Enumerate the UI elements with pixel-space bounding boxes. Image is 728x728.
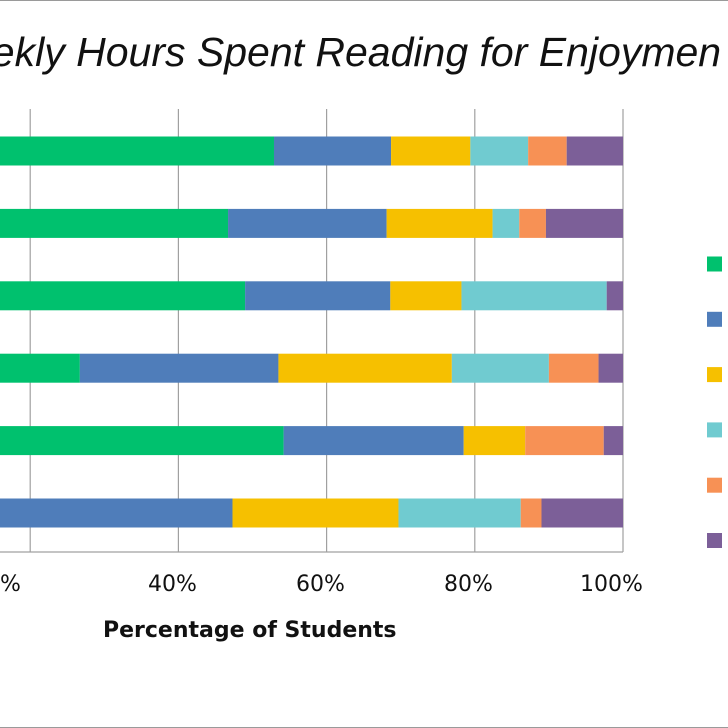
- bar-segment-row1-series1: [0, 136, 274, 166]
- bar-segment-row4-series4: [451, 353, 549, 383]
- bar-segment-row5-series5: [525, 426, 604, 456]
- stacked-bars: [0, 136, 623, 528]
- bar-segment-row4-series6: [598, 353, 623, 383]
- bar-segment-row2-series1: [0, 208, 229, 238]
- legend-swatch-5: [707, 477, 722, 493]
- bar-segment-row1-series4: [470, 136, 529, 166]
- bar-segment-row2-series6: [545, 208, 623, 238]
- bar-segment-row1-series2: [273, 136, 392, 166]
- bar-segment-row4-series2: [79, 353, 279, 383]
- legend: [707, 256, 722, 548]
- x-tick-label-100: 100%: [580, 572, 643, 597]
- bar-segment-row3-series3: [390, 281, 462, 311]
- bar-segment-row3-series4: [461, 281, 607, 311]
- bar-segment-row6-series4: [398, 498, 521, 528]
- legend-swatch-4: [707, 422, 722, 438]
- bar-segment-row3-series2: [245, 281, 391, 311]
- bar-segment-row6-series3: [232, 498, 399, 528]
- bar-segment-row2-series5: [519, 208, 546, 238]
- x-axis-title: Percentage of Students: [103, 618, 397, 643]
- legend-swatch-6: [707, 533, 722, 548]
- gridlines: [0, 109, 624, 553]
- bar-segment-row1-series5: [528, 136, 567, 166]
- legend-swatch-3: [707, 367, 722, 383]
- chart-title: eekly Hours Spent Reading for Enjoymen: [0, 29, 722, 75]
- x-tick-label-20: 20%: [0, 572, 21, 597]
- bar-segment-row2-series4: [492, 208, 520, 238]
- legend-swatch-2: [707, 311, 722, 327]
- bar-segment-row3-series6: [606, 281, 623, 311]
- bar-segment-row1-series3: [391, 136, 471, 166]
- bar-segment-row4-series1: [0, 353, 80, 383]
- bar-segment-row5-series6: [603, 426, 623, 456]
- x-tick-label-60: 60%: [296, 572, 345, 597]
- bar-segment-row2-series2: [228, 208, 387, 238]
- x-tick-label-40: 40%: [148, 572, 197, 597]
- bar-segment-row6-series2: [0, 498, 233, 528]
- bar-segment-row4-series5: [548, 353, 599, 383]
- bar-segment-row2-series3: [386, 208, 493, 238]
- bar-segment-row4-series3: [278, 353, 452, 383]
- x-tick-label-80: 80%: [444, 572, 493, 597]
- bar-segment-row5-series1: [0, 426, 284, 456]
- bar-segment-row5-series2: [283, 426, 464, 456]
- bar-segment-row5-series3: [463, 426, 526, 456]
- legend-swatch-1: [707, 256, 722, 272]
- bar-segment-row6-series6: [541, 498, 623, 528]
- bar-segment-row1-series6: [566, 136, 623, 166]
- bar-segment-row3-series1: [0, 281, 246, 311]
- x-axis-ticks: 20% 40% 60% 80% 100%: [0, 572, 643, 597]
- bar-segment-row6-series5: [520, 498, 542, 528]
